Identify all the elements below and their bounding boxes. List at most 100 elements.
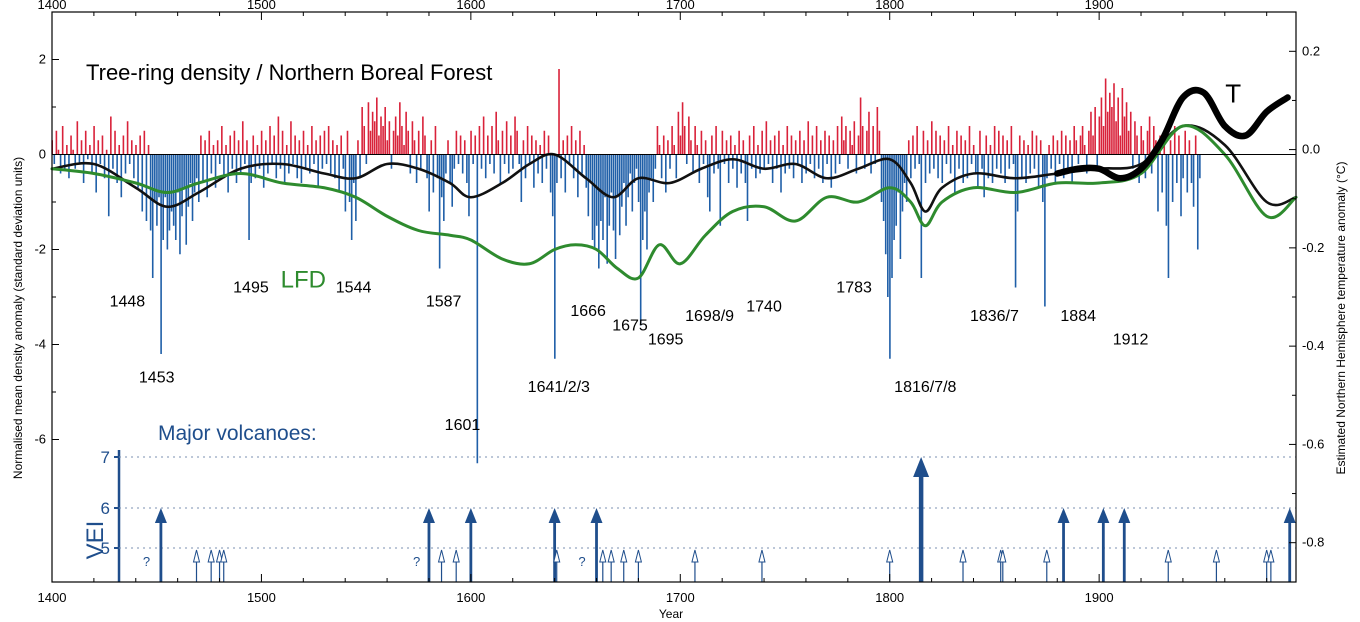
- density-bar: [1056, 140, 1059, 155]
- density-bar: [72, 149, 74, 155]
- density-bar: [574, 140, 577, 155]
- major-volcano-arrowhead: [464, 508, 477, 523]
- density-bar: [947, 126, 950, 155]
- density-bar: [1190, 154, 1193, 183]
- density-bar: [63, 154, 66, 169]
- density-bar: [583, 145, 585, 155]
- density-bar: [298, 140, 301, 155]
- density-bar: [817, 154, 820, 169]
- density-bar: [93, 126, 95, 155]
- density-bar: [200, 135, 202, 155]
- density-bar: [363, 126, 366, 155]
- density-bar: [271, 154, 273, 164]
- density-bar: [897, 154, 900, 193]
- density-bar: [847, 154, 849, 169]
- density-bar: [1146, 130, 1149, 155]
- year-annotation: 1587: [426, 294, 462, 311]
- density-bar: [357, 140, 359, 155]
- year-annotation: 1495: [233, 279, 269, 296]
- density-bar: [1171, 154, 1174, 202]
- density-bar: [315, 140, 317, 155]
- density-bar: [1073, 126, 1076, 155]
- year-annotation: 1601: [445, 417, 481, 434]
- density-bar: [518, 154, 521, 164]
- density-bar: [1199, 154, 1201, 179]
- density-bar: [602, 154, 604, 240]
- density-bar: [281, 130, 284, 155]
- x-axis-label: Year: [659, 607, 683, 621]
- density-bar: [1109, 92, 1111, 155]
- density-bar: [147, 145, 150, 155]
- density-bar: [526, 126, 529, 155]
- density-bar: [949, 154, 952, 174]
- density-bar: [891, 154, 893, 278]
- density-bar: [748, 135, 751, 155]
- density-bar: [208, 130, 211, 155]
- density-bar: [884, 154, 887, 255]
- density-bar: [143, 130, 146, 155]
- density-bar: [489, 154, 491, 164]
- density-bar: [711, 135, 713, 155]
- x-tick-label: 1700: [666, 590, 695, 605]
- density-bar: [166, 154, 169, 250]
- density-bar: [319, 135, 322, 155]
- density-bar: [392, 130, 395, 155]
- density-bar: [334, 154, 336, 179]
- density-bar: [742, 140, 745, 155]
- density-bar: [66, 145, 68, 155]
- density-bar: [206, 154, 208, 198]
- density-bar: [725, 140, 728, 155]
- density-bar: [924, 154, 927, 183]
- density-bar: [951, 145, 954, 155]
- density-bar: [786, 126, 789, 155]
- y-tick-label: -2: [34, 242, 46, 257]
- density-bar: [476, 154, 479, 464]
- density-bar: [89, 145, 91, 155]
- density-bar: [445, 154, 447, 174]
- density-bar: [759, 154, 761, 174]
- major-volcano-arrowhead: [913, 457, 930, 477]
- x-tick-label-top: 1500: [247, 0, 276, 12]
- density-bar: [958, 154, 960, 169]
- density-bar: [598, 154, 600, 269]
- density-bar: [1113, 83, 1115, 155]
- density-bar: [933, 154, 935, 169]
- density-bar: [459, 135, 462, 155]
- density-bar: [128, 154, 131, 164]
- density-bar: [369, 130, 372, 155]
- smoothed-curves: [50, 86, 1298, 281]
- density-bar: [1033, 154, 1036, 169]
- x-tick-label-top: 1700: [666, 0, 695, 12]
- density-bar: [181, 154, 183, 217]
- density-bar: [336, 145, 338, 155]
- density-bar: [233, 130, 236, 155]
- density-bar: [1169, 140, 1172, 155]
- density-bar: [449, 154, 451, 183]
- density-bar: [650, 154, 652, 179]
- density-bar: [413, 140, 416, 155]
- density-bar: [453, 154, 456, 169]
- density-bar: [688, 116, 690, 155]
- vei5-arrowhead: [607, 549, 615, 563]
- density-bar: [478, 126, 481, 155]
- density-bar: [1111, 107, 1113, 155]
- density-bar: [665, 154, 667, 193]
- density-bar: [627, 154, 629, 198]
- density-bar: [1002, 135, 1004, 155]
- density-bar: [1041, 154, 1044, 202]
- density-bar: [101, 135, 104, 155]
- density-bar: [501, 130, 504, 155]
- year-annotation: 1740: [746, 298, 782, 315]
- major-volcano-arrowhead: [1283, 508, 1296, 523]
- density-bar: [658, 145, 661, 155]
- density-bar: [103, 154, 106, 179]
- density-bar: [229, 135, 232, 155]
- density-bar: [133, 154, 135, 179]
- density-bar: [995, 154, 998, 169]
- density-bar: [776, 154, 778, 169]
- density-bar: [1052, 135, 1055, 155]
- density-bar: [405, 111, 407, 155]
- density-bar: [507, 154, 510, 174]
- density-bar: [901, 154, 904, 212]
- density-bar: [872, 126, 874, 155]
